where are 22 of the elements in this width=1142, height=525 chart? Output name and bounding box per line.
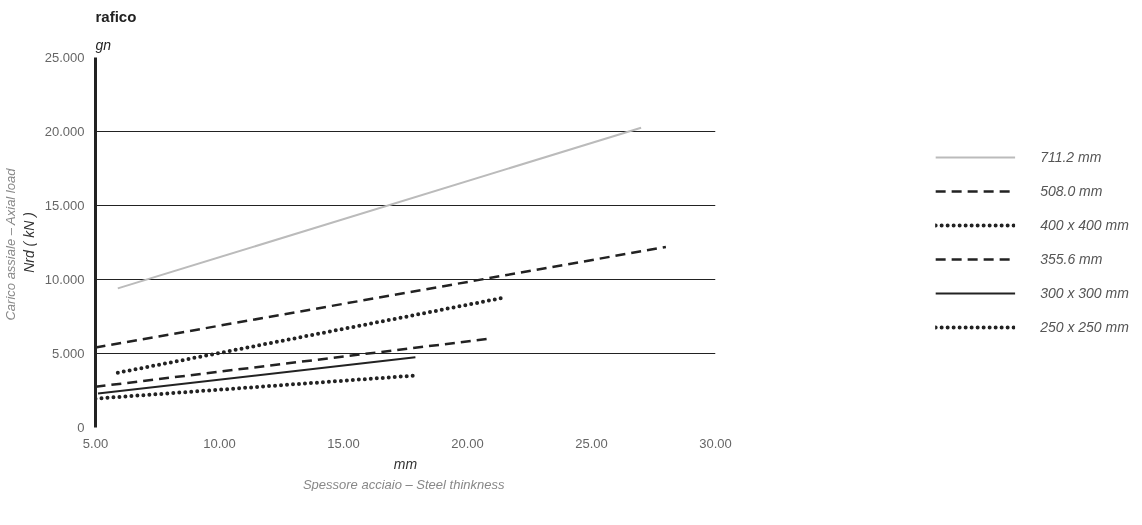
- y-tick-label: 20.000: [44, 124, 85, 139]
- x-tick-label: 25.00: [575, 435, 608, 451]
- text: 300 x 300 mm: [1040, 285, 1129, 301]
- chart-subtitle: gn: [95, 36, 112, 53]
- text: 508.0 mm: [1040, 183, 1103, 199]
- y-tick-label: 0: [77, 420, 85, 435]
- text: Nrd ( kN ) Carico assiale – Axial load: [2, 168, 37, 321]
- y-tick-label: 15.000: [44, 198, 85, 213]
- text: 400 x 400 mm: [1040, 217, 1129, 233]
- text: 250 x 250 mm: [1040, 319, 1129, 335]
- x-tick-label: 15.00: [327, 435, 360, 451]
- y-tick-label: 5.000: [51, 346, 85, 361]
- x-tick-label: 30.00: [699, 435, 732, 451]
- x-tick-label: 10.00: [203, 435, 236, 451]
- text: 355.6 mm: [1040, 251, 1103, 267]
- y-tick-label: 25.000: [44, 50, 85, 65]
- text: 711.2 mm: [1040, 149, 1102, 165]
- y-tick-label: 10.000: [44, 272, 85, 287]
- x-tick-label: 20.00: [451, 435, 484, 451]
- chart-title: rafico: [95, 7, 137, 25]
- x-tick-label: 5.00: [82, 435, 109, 451]
- text: mm Spessore acciaio – Steel thinkness: [302, 455, 505, 492]
